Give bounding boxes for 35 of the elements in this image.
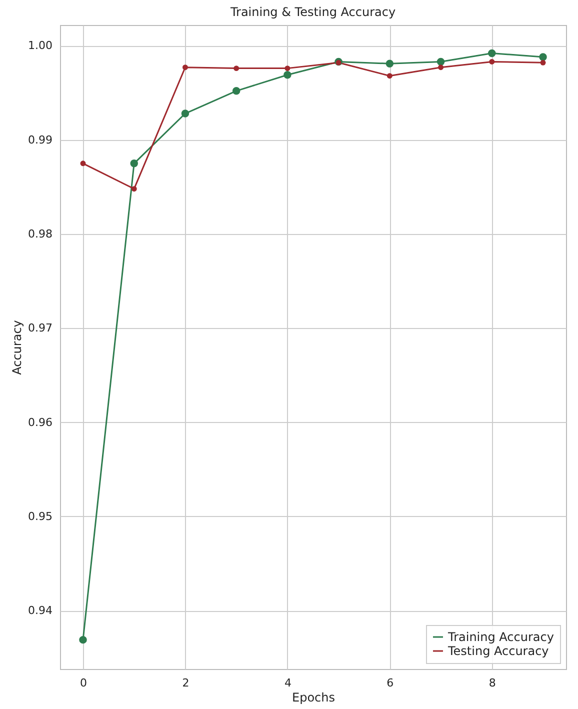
y-tick-label: 0.95 bbox=[28, 510, 52, 523]
point bbox=[488, 49, 496, 58]
point bbox=[436, 58, 445, 66]
legend-label: Training Accuracy bbox=[447, 630, 554, 644]
y-tick-label: 1.00 bbox=[28, 39, 52, 52]
y-tick-label: 0.96 bbox=[28, 416, 52, 429]
point bbox=[131, 186, 137, 192]
y-tick-label: 0.94 bbox=[28, 604, 52, 618]
x-tick-label: 6 bbox=[386, 676, 394, 690]
point bbox=[540, 60, 546, 66]
point bbox=[489, 58, 495, 64]
x-tick-label: 8 bbox=[488, 676, 496, 690]
point bbox=[386, 60, 394, 68]
chart-title: Training & Testing Accuracy bbox=[229, 5, 396, 19]
point bbox=[284, 71, 292, 79]
point bbox=[539, 53, 547, 61]
y-tick-label: 0.99 bbox=[28, 133, 52, 146]
point bbox=[181, 110, 190, 118]
point bbox=[79, 636, 87, 644]
legend-label: Testing Accuracy bbox=[447, 644, 549, 658]
point bbox=[182, 64, 188, 70]
point bbox=[386, 73, 392, 79]
x-axis-title: Epochs bbox=[292, 690, 335, 704]
y-tick-label: 0.97 bbox=[28, 322, 52, 335]
y-axis-title: Accuracy bbox=[10, 320, 24, 375]
point bbox=[234, 66, 240, 72]
y-tick-label: 0.98 bbox=[28, 228, 52, 241]
point bbox=[284, 66, 290, 72]
point bbox=[80, 160, 86, 166]
point bbox=[130, 160, 138, 168]
point bbox=[438, 64, 444, 70]
point bbox=[232, 87, 240, 95]
x-tick-label: 2 bbox=[182, 676, 190, 690]
x-tick-label: 4 bbox=[284, 676, 292, 690]
x-tick-label: 0 bbox=[80, 676, 87, 690]
